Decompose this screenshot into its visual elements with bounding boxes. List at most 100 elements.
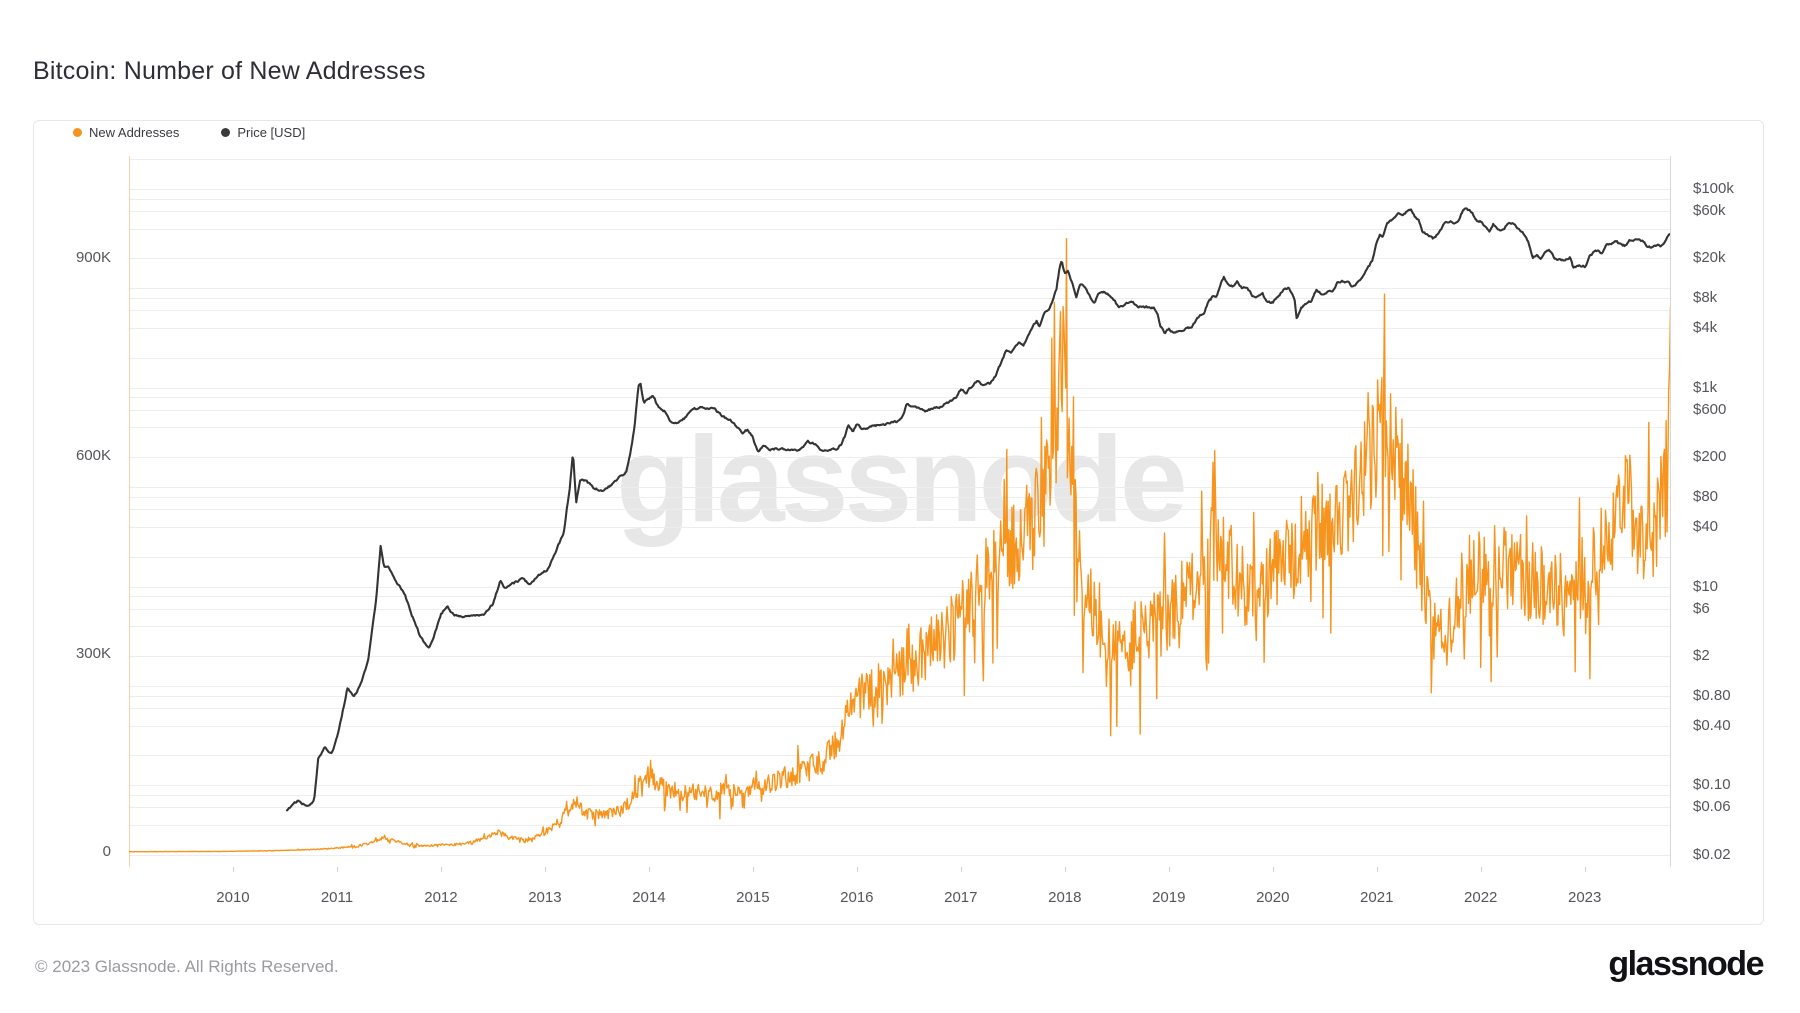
x-axis-year-label: 2019 <box>1152 889 1186 906</box>
right-axis-tick-label: $0.10 <box>1693 776 1731 794</box>
gridline <box>129 487 1671 489</box>
gridline <box>129 526 1671 528</box>
right-axis-tick-label: $0.80 <box>1693 686 1731 704</box>
x-axis-year-label: 2017 <box>944 889 978 906</box>
right-axis-tick-label: $60k <box>1693 202 1726 220</box>
gridline <box>129 509 1671 511</box>
left-axis-tick-label: 900K <box>75 249 111 266</box>
x-axis-tick <box>648 867 650 872</box>
right-axis-tick-label: $600 <box>1693 400 1727 418</box>
right-axis-tick-label: $6 <box>1693 599 1710 617</box>
x-axis-year-label: 2012 <box>424 889 458 906</box>
x-axis-year-label: 2016 <box>840 889 874 906</box>
x-axis-tick <box>336 867 338 872</box>
glassnode-watermark: glassnode <box>616 411 1187 547</box>
gridline <box>129 258 1671 260</box>
left-axis-line <box>129 156 130 867</box>
gridline <box>129 795 1671 797</box>
x-axis-year-label: 2010 <box>216 889 250 906</box>
x-axis-year-label: 2013 <box>528 889 562 906</box>
chart-legend: New Addresses Price [USD] <box>73 123 305 141</box>
gridline <box>129 755 1671 757</box>
right-axis-tick-label: $0.02 <box>1693 845 1731 863</box>
left-axis-tick-label: 600K <box>75 447 111 464</box>
right-axis-tick-label: $200 <box>1693 448 1727 466</box>
x-axis-tick <box>440 867 442 872</box>
gridline <box>129 626 1671 628</box>
legend-dot-price-usd-icon <box>221 127 231 137</box>
gridline <box>129 496 1671 498</box>
gridline <box>129 211 1671 213</box>
x-axis-tick <box>752 867 754 872</box>
gridline <box>129 310 1671 312</box>
page-title: Bitcoin: Number of New Addresses <box>33 56 426 85</box>
x-axis-year-label: 2023 <box>1568 889 1602 906</box>
x-axis-tick <box>1584 867 1586 872</box>
x-axis-year-label: 2014 <box>632 889 666 906</box>
gridline <box>129 288 1671 290</box>
x-axis-year-label: 2022 <box>1464 889 1498 906</box>
right-axis-tick-label: $0.40 <box>1693 716 1731 734</box>
x-axis-year-label: 2015 <box>736 889 770 906</box>
right-axis-tick-label: $10 <box>1693 577 1719 595</box>
left-axis-tick-label: 300K <box>75 645 111 662</box>
right-axis-tick-label: $8k <box>1693 289 1718 307</box>
gridline <box>129 327 1671 329</box>
gridline <box>129 708 1671 710</box>
right-axis-tick-label: $100k <box>1693 180 1734 197</box>
right-axis-tick-label: $4k <box>1693 318 1718 336</box>
series-plot <box>129 207 1671 853</box>
new-addresses-line <box>129 238 1671 853</box>
gridline <box>129 409 1671 411</box>
legend-item-new-addresses[interactable]: New Addresses <box>73 125 179 140</box>
x-axis-tick <box>856 867 858 872</box>
gridline <box>129 457 1671 459</box>
x-axis-tick <box>1064 867 1066 872</box>
gridline <box>129 159 1671 161</box>
right-axis-tick-label: $1k <box>1693 378 1718 396</box>
legend-label-price-usd: Price [USD] <box>237 124 306 140</box>
gridline <box>129 357 1671 359</box>
right-axis-line <box>1670 156 1671 867</box>
x-axis-tick <box>1376 867 1378 872</box>
gridline <box>129 189 1671 190</box>
x-axis-tick <box>1168 867 1170 872</box>
right-axis-tick-label: $2 <box>1693 647 1710 665</box>
right-axis-tick-label: $20k <box>1693 249 1726 267</box>
gridline <box>129 586 1671 588</box>
x-axis-year-label: 2018 <box>1048 889 1082 906</box>
x-axis-tick <box>1272 867 1274 872</box>
x-axis-tick <box>232 867 234 872</box>
legend-item-price-usd[interactable]: Price [USD] <box>221 125 305 140</box>
gridline <box>129 725 1671 727</box>
right-axis-tick-label: $0.06 <box>1693 798 1731 816</box>
gridline <box>129 807 1671 809</box>
left-axis-tick-label: 0 <box>102 843 111 860</box>
gridline <box>129 556 1671 558</box>
plot-area[interactable]: glassnode <box>129 156 1671 867</box>
x-axis-tick <box>544 867 546 872</box>
gridline <box>129 596 1671 598</box>
gridline <box>129 824 1671 826</box>
glassnode-logo: glassnode <box>1608 945 1764 983</box>
x-axis-tick <box>960 867 962 872</box>
legend-label-new-addresses: New Addresses <box>89 124 180 140</box>
gridline <box>129 198 1671 200</box>
copyright-text: © 2023 Glassnode. All Rights Reserved. <box>35 957 339 976</box>
legend-dot-new-addresses-icon <box>73 127 82 137</box>
gridline <box>129 298 1671 300</box>
right-axis-tick-label: $40 <box>1693 517 1719 535</box>
gridline <box>129 608 1671 610</box>
x-axis-year-label: 2011 <box>320 889 354 906</box>
gridline <box>129 785 1671 787</box>
right-axis-tick-label: $80 <box>1693 487 1719 505</box>
gridline <box>129 854 1671 856</box>
x-axis-year-label: 2021 <box>1360 889 1394 906</box>
gridline <box>129 397 1671 399</box>
chart-card: New Addresses Price [USD] glassnode 0 300… <box>33 120 1764 925</box>
gridline <box>129 387 1671 389</box>
price-line <box>285 207 1671 812</box>
x-axis-year-label: 2020 <box>1256 889 1290 906</box>
gridline <box>129 228 1671 230</box>
x-axis-tick <box>1480 867 1482 872</box>
